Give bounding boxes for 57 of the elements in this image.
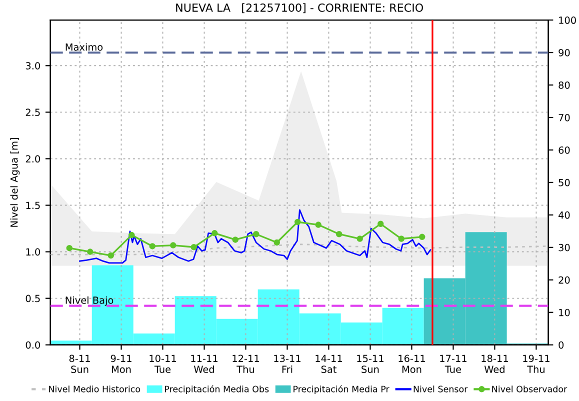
y2-tick-label: 90 <box>558 49 570 56</box>
point <box>108 252 114 259</box>
x-tick-label: 11-11 Wed <box>191 354 218 373</box>
point <box>212 230 218 236</box>
y-tick-label: 1.0 <box>26 248 40 256</box>
x-tick-label: 19-11 Thu <box>523 354 550 373</box>
x-tick-label: 10-11 Tue <box>150 354 176 373</box>
point <box>87 248 94 255</box>
point <box>170 242 176 248</box>
point <box>294 218 301 226</box>
point <box>232 236 238 243</box>
y2-tick-label: 70 <box>558 114 570 122</box>
y-tick-label: 2.5 <box>26 108 40 116</box>
x-tick-label: 16-11 Mon <box>398 354 425 373</box>
point <box>252 230 260 238</box>
x-tick-label: 17-11 Tue <box>440 354 466 373</box>
y2-tick-label: 40 <box>558 211 570 219</box>
x-tick-label: 15-11 Sun <box>357 354 384 373</box>
legend-label: Nivel Sensor <box>414 386 468 392</box>
point <box>398 236 404 242</box>
point <box>356 236 363 242</box>
ref-line-label: Nivel Bajo <box>66 296 114 306</box>
y2-tick-label: 50 <box>558 178 570 186</box>
x-tick-label: 18-11 Wed <box>482 354 508 373</box>
x-tick-label: 12-11 Thu <box>232 354 259 373</box>
legend-label: Precipitación Media Obs <box>165 385 269 394</box>
legend-label: Precipitación Media Pr <box>294 385 390 394</box>
y-axis-title: Nivel del Agua [m] <box>10 138 20 227</box>
x-tick-label: 9-11 Mon <box>110 354 132 373</box>
y2-tick-label: 100 <box>559 16 576 24</box>
y2-tick-label: 20 <box>558 276 570 284</box>
point <box>149 243 156 250</box>
point <box>190 244 197 250</box>
point <box>336 230 342 238</box>
point <box>315 222 322 228</box>
ref-line-label: Maximo <box>66 43 103 51</box>
x-tick-label: 8-11 Sun <box>69 354 90 373</box>
x-tick-label: 14-11 Sat <box>316 354 342 373</box>
y-tick-label: 0.5 <box>26 294 40 302</box>
x-tick-label: 13-11 Fri <box>274 354 300 373</box>
point <box>418 234 426 240</box>
y2-tick-label: 0 <box>558 341 564 349</box>
y2-tick-label: 80 <box>558 81 570 89</box>
point <box>377 220 384 227</box>
y2-tick-label: 30 <box>558 244 570 252</box>
point <box>66 244 73 252</box>
y-tick-label: 3.0 <box>26 62 40 70</box>
y2-tick-label: 10 <box>559 308 570 316</box>
y-tick-label: 1.5 <box>26 202 40 210</box>
point <box>274 239 280 246</box>
legend-label: Nivel Medio Historico <box>49 386 140 392</box>
point <box>128 232 135 238</box>
y2-tick-label: 60 <box>558 146 570 154</box>
y-tick-label: 2.0 <box>26 155 40 163</box>
chart-title: NUEVA LA [21257100] - CORRIENTE: RECIO <box>176 3 424 14</box>
y-tick-label: 0.0 <box>26 341 40 349</box>
legend-label: Nivel Observador <box>492 386 568 392</box>
